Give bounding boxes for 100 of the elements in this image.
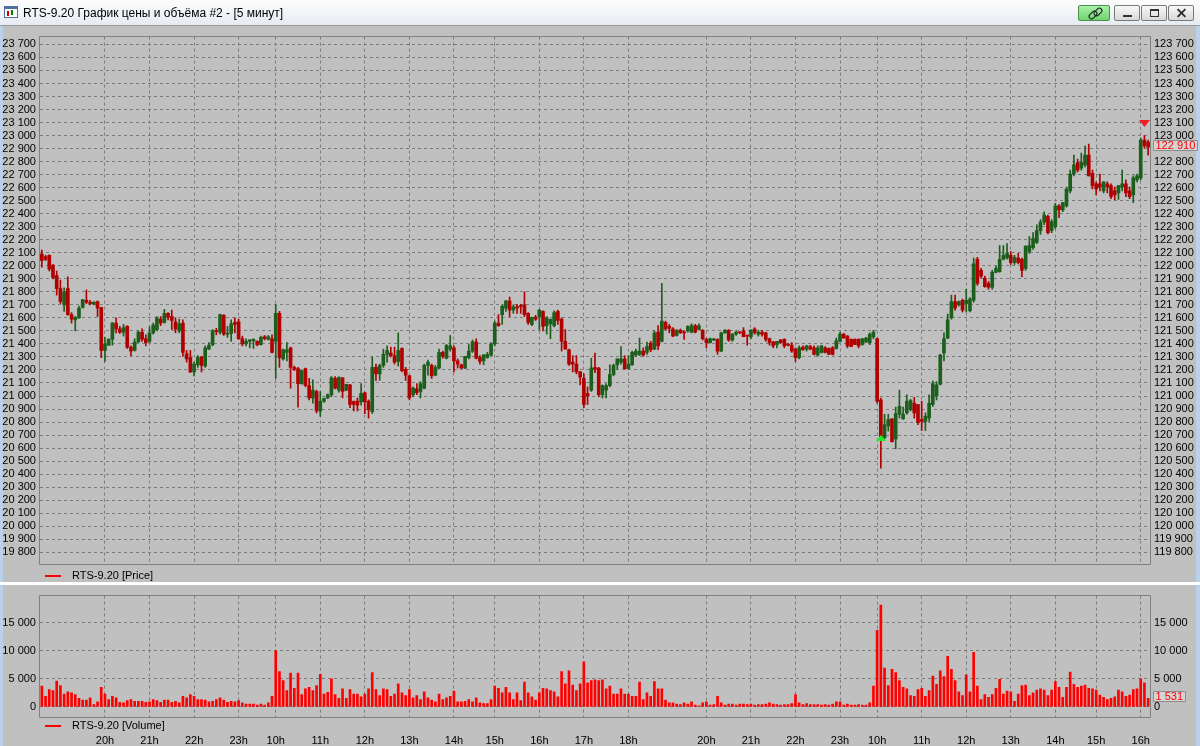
y-tick-label: 23 000 xyxy=(2,128,36,141)
y-tick-label: 21 600 xyxy=(2,310,36,323)
bar xyxy=(987,697,990,707)
bar xyxy=(226,702,229,707)
bar xyxy=(59,685,62,707)
bar xyxy=(794,694,797,707)
bar xyxy=(341,688,344,707)
bar xyxy=(196,699,200,707)
y2-tick-label: 123 000 xyxy=(1154,128,1194,141)
text: RTS-9.20 [Price] xyxy=(72,569,154,582)
bar xyxy=(701,702,704,707)
bar xyxy=(274,650,278,707)
bar xyxy=(408,689,411,707)
y2-tick-label: 122 400 xyxy=(1154,206,1194,219)
y2-tick-label: 123 200 xyxy=(1154,102,1194,115)
candlestick xyxy=(515,303,519,314)
y2-tick-label: 122 100 xyxy=(1154,245,1194,258)
x-tick-label: 11h xyxy=(912,733,931,746)
y-tick-label: 23 300 xyxy=(2,89,36,102)
bar xyxy=(237,700,240,707)
y2-tick-label: 122 800 xyxy=(1154,154,1194,167)
bar xyxy=(808,704,812,707)
bar xyxy=(240,702,244,707)
bar xyxy=(653,681,656,707)
bar xyxy=(99,686,103,707)
y2-tick-label: 122 600 xyxy=(1154,180,1194,193)
bar xyxy=(382,688,385,707)
y-tick-label: 23 100 xyxy=(2,115,36,128)
bar xyxy=(415,695,419,707)
y2-tick-label: 120 400 xyxy=(1154,467,1194,480)
y-tick-label: 22 800 xyxy=(2,154,36,167)
bar xyxy=(493,685,497,707)
x-tick-label: 10h xyxy=(266,733,285,746)
y2-tick-label: 123 100 xyxy=(1154,115,1194,128)
y-tick-label: 20 800 xyxy=(2,415,36,428)
bar xyxy=(560,671,563,707)
x-tick-label: 12h xyxy=(957,733,976,746)
y-tick-label: 21 800 xyxy=(2,284,36,297)
bar xyxy=(816,704,820,707)
y-tick-label: 19 900 xyxy=(2,532,36,545)
bar xyxy=(352,693,356,707)
y2-tick-label: 120 100 xyxy=(1154,506,1194,519)
y2-tick-label: 121 200 xyxy=(1154,363,1194,375)
bar xyxy=(523,681,526,707)
y2-tick-label: 120 800 xyxy=(1154,415,1194,428)
bar xyxy=(55,680,59,707)
bar xyxy=(1091,688,1094,707)
y2-tick-label: 123 400 xyxy=(1154,76,1194,89)
y-tick-label: 21 500 xyxy=(2,323,36,336)
y2-tick-label: 120 700 xyxy=(1154,428,1194,441)
bar xyxy=(589,680,593,707)
bar xyxy=(742,703,745,707)
bar xyxy=(356,693,359,707)
bar xyxy=(1024,684,1027,707)
bar xyxy=(125,700,129,707)
x-tick-label: 21h xyxy=(140,733,159,746)
bar xyxy=(894,672,898,707)
bar xyxy=(1117,689,1120,707)
bar xyxy=(474,697,478,707)
x-tick-label: 11h xyxy=(311,733,330,746)
x-tick-label: 23h xyxy=(229,733,248,746)
bar xyxy=(159,702,162,707)
y-tick-label: 21 200 xyxy=(2,363,36,375)
bar xyxy=(760,704,764,707)
y-tick-label: 19 800 xyxy=(2,545,36,558)
bar xyxy=(801,704,805,707)
bar xyxy=(445,697,448,707)
y2-tick-label: 15 000 xyxy=(1154,615,1188,628)
bar xyxy=(229,700,233,707)
x-tick-label: 14h xyxy=(1046,733,1065,746)
x-tick-label: 23h xyxy=(830,733,850,746)
y-tick-label: 20 400 xyxy=(2,467,36,480)
bar xyxy=(151,699,155,707)
bar xyxy=(831,703,834,707)
y2-tick-label: 10 000 xyxy=(1154,643,1188,656)
y-tick-label: 21 900 xyxy=(2,271,36,284)
bar xyxy=(330,678,333,707)
y-tick-label: 0 xyxy=(29,699,36,712)
y-tick-label: 21 300 xyxy=(2,349,36,362)
bar xyxy=(1131,689,1135,707)
y2-tick-label: 122 500 xyxy=(1154,193,1194,206)
bar xyxy=(448,695,452,707)
y2-tick-label: 121 800 xyxy=(1154,284,1194,297)
bar xyxy=(289,672,292,707)
bar xyxy=(1009,691,1013,707)
x-tick-label: 14h xyxy=(444,733,464,746)
bar xyxy=(727,703,730,707)
x-tick-label: 10h xyxy=(867,733,887,746)
bar xyxy=(396,683,400,707)
bar xyxy=(47,689,51,707)
bar xyxy=(660,688,664,707)
bar xyxy=(133,700,136,707)
bar xyxy=(189,694,192,707)
y-tick-label: 5 000 xyxy=(8,671,36,684)
x-tick-label: 17h xyxy=(574,733,594,746)
bar xyxy=(430,699,433,707)
y-tick-label: 22 200 xyxy=(2,232,36,245)
bar xyxy=(771,703,775,707)
bar xyxy=(601,679,604,707)
x-tick-label: 16h xyxy=(530,733,549,746)
